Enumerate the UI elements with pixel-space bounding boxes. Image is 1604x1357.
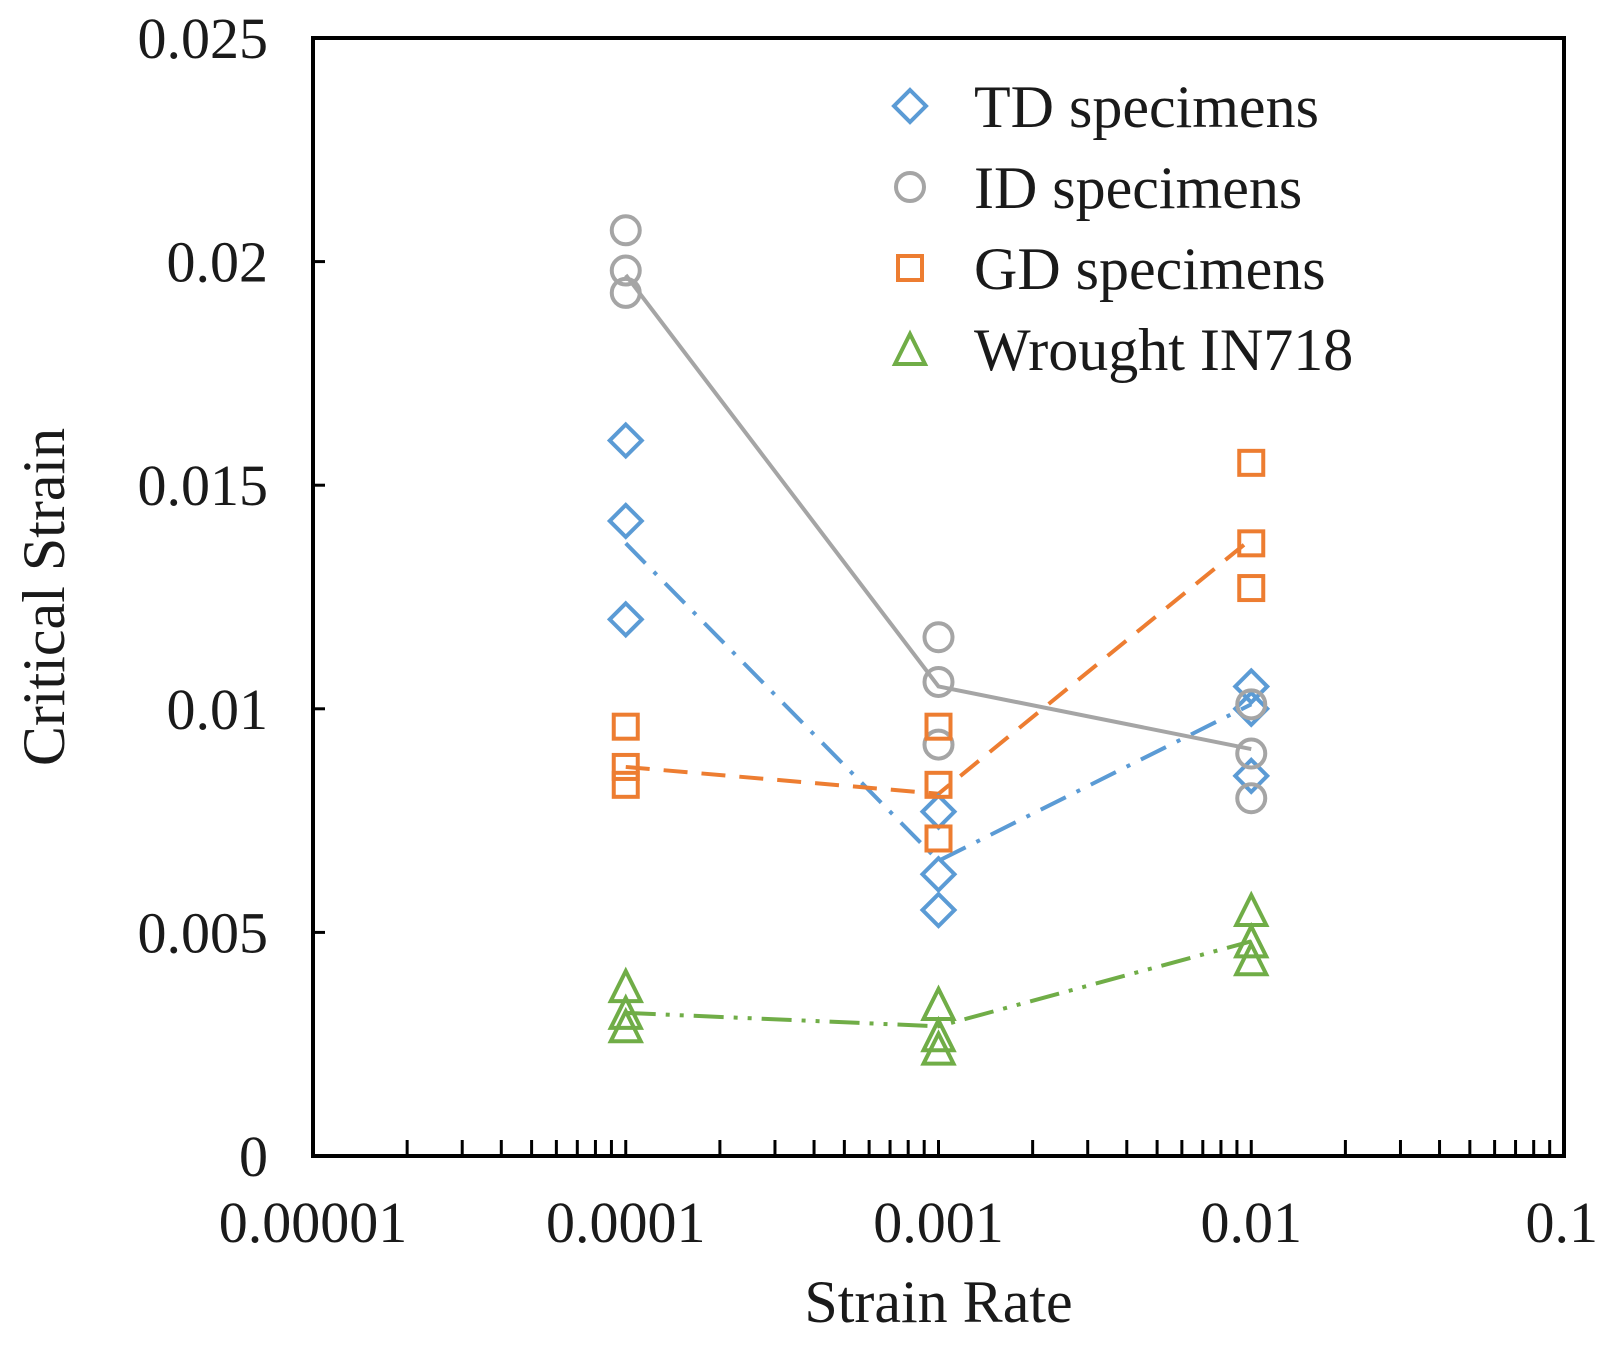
point-gd-specimens (611, 770, 640, 799)
point-wrought-in718 (1233, 939, 1270, 977)
point-gd-specimens (1237, 448, 1266, 477)
x-tick-label: 0.001 (873, 1190, 1004, 1255)
point-wrought-in718 (607, 993, 644, 1030)
y-tick-label: 0 (239, 1124, 268, 1189)
point-id-specimens (922, 621, 955, 654)
y-axis-label: Critical Strain (11, 428, 77, 766)
point-td-specimens (1232, 757, 1271, 795)
point-id-specimens (1235, 688, 1268, 721)
point-gd-specimens (1237, 574, 1266, 603)
legend-marker (891, 87, 929, 125)
legend-label: ID specimens (974, 155, 1302, 221)
trend-line-id-specimens (624, 273, 1252, 752)
point-wrought-in718 (607, 1006, 644, 1044)
trend-line-wrought-in718 (625, 939, 1252, 1029)
point-td-specimens (919, 891, 958, 929)
point-wrought-in718 (920, 1015, 957, 1053)
point-td-specimens (606, 421, 645, 460)
x-tick-label: 0.00001 (219, 1190, 408, 1255)
point-td-specimens (1232, 689, 1271, 728)
point-id-specimens (922, 728, 955, 761)
x-tick-label: 0.1 (1526, 1190, 1599, 1255)
point-id-specimens (609, 254, 642, 287)
legend-marker (896, 254, 924, 282)
y-tick-label: 0.025 (138, 6, 269, 71)
legend-marker (894, 171, 926, 203)
point-gd-specimens (924, 824, 953, 853)
point-wrought-in718 (1233, 890, 1270, 928)
point-td-specimens (606, 502, 645, 540)
x-minor-ticks (405, 1140, 1552, 1156)
y-tick-label: 0.015 (138, 453, 269, 518)
point-id-specimens (609, 276, 642, 309)
point-gd-specimens (1237, 529, 1266, 558)
point-td-specimens (1232, 667, 1271, 706)
point-gd-specimens (924, 770, 953, 799)
point-td-specimens (606, 600, 645, 639)
point-wrought-in718 (920, 1029, 957, 1066)
x-tick-label: 0.01 (1201, 1190, 1303, 1255)
point-gd-specimens (611, 752, 640, 781)
y-tick-label: 0.02 (167, 230, 269, 295)
point-wrought-in718 (1233, 921, 1270, 959)
x-axis-label: Strain Rate (804, 1269, 1072, 1335)
y-tick-labels: 0 0.005 0.01 0.015 0.02 0.025 (138, 6, 325, 1189)
point-gd-specimens (611, 712, 640, 741)
point-id-specimens (1235, 782, 1268, 815)
point-td-specimens (919, 855, 958, 894)
point-wrought-in718 (920, 984, 957, 1021)
legend: TD specimens ID specimens GD specimens Wrou… (891, 74, 1353, 383)
legend-marker (891, 329, 929, 366)
trend-line-td-specimens (624, 541, 1253, 864)
point-td-specimens (919, 792, 958, 831)
data-markers (606, 214, 1271, 1066)
y-tick-label: 0.005 (138, 900, 269, 965)
legend-label: GD specimens (974, 236, 1326, 302)
point-gd-specimens (924, 712, 953, 741)
x-tick-labels: 0.00001 0.0001 0.001 0.01 0.1 (219, 1190, 1598, 1255)
point-id-specimens (609, 214, 642, 247)
point-id-specimens (1235, 737, 1268, 770)
point-id-specimens (922, 665, 955, 698)
y-tick-label: 0.01 (167, 677, 269, 742)
legend-label: Wrought IN718 (974, 317, 1353, 383)
x-tick-label: 0.0001 (546, 1190, 706, 1255)
legend-label: TD specimens (974, 74, 1319, 140)
